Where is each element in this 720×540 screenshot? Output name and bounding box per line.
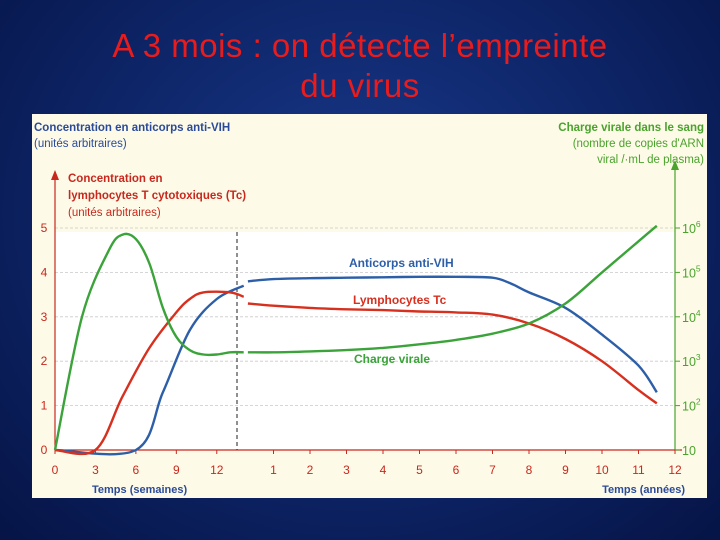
antibodies-label: Anticorps anti-VIH (349, 256, 454, 270)
left-tick-label: 3 (41, 310, 48, 324)
left-axis-title-2: (unités arbitraires) (34, 138, 127, 150)
right-tick-label: 104 (682, 308, 701, 325)
x-tick-label-years: 6 (453, 463, 460, 477)
left-tick-label: 1 (41, 399, 48, 413)
right-tick-label: 102 (682, 397, 701, 414)
x-tick-label-years: 8 (526, 463, 533, 477)
x-tick-label-years: 12 (668, 463, 682, 477)
x-tick-label-years: 3 (343, 463, 350, 477)
right-tick-label: 103 (682, 352, 701, 369)
right-tick-label: 105 (682, 263, 701, 280)
lymphocytes-label: Lymphocytes Tc (353, 293, 447, 307)
series-lines (53, 224, 658, 456)
lymphocytes-line-weeks (54, 290, 245, 456)
x-tick-label-years: 11 (632, 463, 645, 477)
left-axis2-title-2: lymphocytes T cytotoxiques (Tc) (68, 190, 246, 202)
left-tick-label: 4 (41, 265, 48, 279)
right-tick-label: 10 (682, 444, 696, 458)
x-tick-label-weeks: 3 (92, 463, 99, 477)
series-labels: Anticorps anti-VIH Lymphocytes Tc Charge v… (349, 256, 454, 366)
x-tick-label-years: 1 (270, 463, 277, 477)
antibodies-line-weeks (54, 284, 245, 456)
slide-title: A 3 mois : on détecte l’empreinte du vir… (0, 26, 720, 106)
x-axis-label-weeks: Temps (semaines) (92, 484, 188, 496)
x-tick-label-weeks: 12 (210, 463, 224, 477)
hiv-chart: Concentration en anticorps anti-VIH (uni… (34, 122, 704, 496)
viral-load-line-years (247, 224, 658, 354)
chart-panel: Concentration en anticorps anti-VIH (uni… (32, 114, 707, 498)
right-axis-title-3: viral /·mL de plasma) (597, 154, 704, 166)
slide-title-line-2: du virus (300, 67, 420, 104)
left-tick-label: 0 (41, 443, 48, 457)
left-tick-label: 2 (41, 354, 48, 368)
right-axis-title-2: (nombre de copies d'ARN (573, 138, 704, 150)
x-tick-label-years: 10 (595, 463, 609, 477)
x-axis-label-years: Temps (années) (602, 484, 685, 496)
x-tick-label-years: 7 (489, 463, 496, 477)
x-tick-label-weeks: 9 (173, 463, 180, 477)
x-tick-label-weeks: 0 (52, 463, 59, 477)
viral-load-line-weeks (53, 232, 244, 451)
right-axis-title-1: Charge virale dans le sang (558, 122, 704, 134)
x-tick-label-years: 2 (307, 463, 314, 477)
gridlines (55, 227, 675, 407)
left-tick-label: 5 (41, 221, 48, 235)
right-axis-ticks: 10 102 103 104 105 106 (675, 219, 701, 458)
left-axis2-title-3: (unités arbitraires) (68, 207, 161, 219)
left-axis-ticks: 0 1 2 3 4 5 (41, 221, 48, 457)
right-tick-label: 106 (682, 219, 701, 236)
x-axis-ticks: 0 3 6 9 12 1 2 3 4 5 6 7 8 9 10 11 12 (52, 450, 682, 477)
x-tick-label-years: 9 (562, 463, 569, 477)
x-tick-label-weeks: 6 (133, 463, 140, 477)
x-tick-label-years: 4 (380, 463, 387, 477)
left-axis-arrow (51, 170, 59, 180)
left-axis2-title-1: Concentration en (68, 173, 163, 185)
antibodies-line-years (247, 275, 658, 393)
x-tick-label-years: 5 (416, 463, 423, 477)
left-axis-title-1: Concentration en anticorps anti-VIH (34, 122, 230, 134)
lymphocytes-line-years (247, 302, 658, 405)
slide-title-line-1: A 3 mois : on détecte l’empreinte (112, 27, 608, 64)
right-axis-arrow (671, 160, 679, 170)
viral-load-label: Charge virale (354, 352, 430, 366)
